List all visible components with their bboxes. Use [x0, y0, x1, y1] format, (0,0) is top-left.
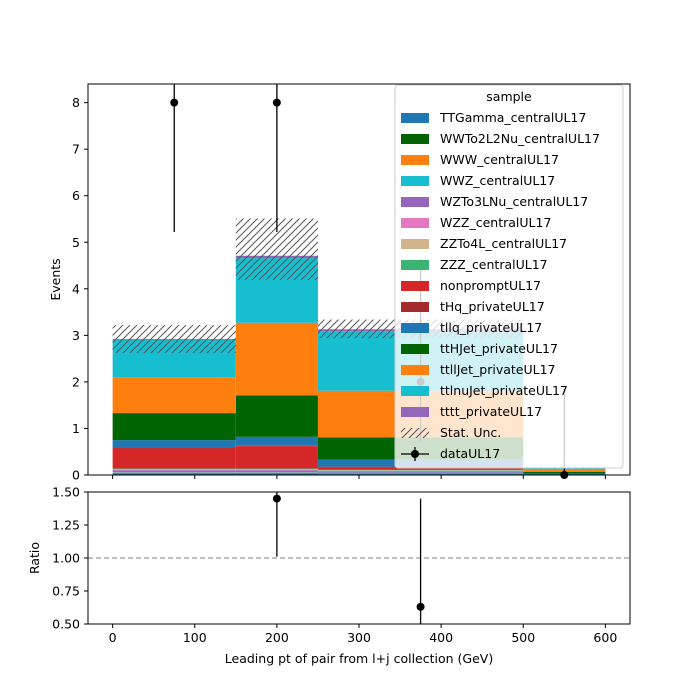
legend-label: WWW_centralUL17	[440, 152, 559, 167]
legend-box	[394, 84, 624, 469]
ratio-point	[272, 494, 281, 503]
legend-swatch-ttlljet-privateul17	[401, 365, 429, 375]
legend-title: sample	[486, 89, 532, 104]
bar-tthjet-privateul17	[235, 395, 318, 437]
legend-swatch-tttt-privateul17	[401, 407, 429, 417]
main-y-tick-label: 5	[72, 235, 80, 250]
legend-label: tllq_privateUL17	[440, 320, 542, 335]
bar-tthjet-privateul17	[112, 413, 236, 441]
legend-swatch-zzto4l-centralul17	[401, 239, 429, 249]
legend-label: WWTo2L2Nu_centralUL17	[440, 131, 600, 146]
legend-label: tttt_privateUL17	[440, 404, 542, 419]
legend-label: WZTo3LNu_centralUL17	[440, 194, 588, 209]
x-tick-label: 100	[183, 630, 207, 645]
legend-swatch-zzz-centralul17	[401, 260, 429, 270]
legend-swatch-wzto3lnu-centralul17	[401, 197, 429, 207]
main-y-tick-label: 2	[72, 374, 80, 389]
data-point	[272, 98, 281, 107]
x-tick-label: 300	[347, 630, 371, 645]
legend-swatch-tllq-privateul17	[401, 323, 429, 333]
legend-swatch-ttgamma-centralul17	[401, 113, 429, 123]
legend-label: Stat. Unc.	[440, 425, 501, 440]
legend-swatch-wzz-centralul17	[401, 218, 429, 228]
bar-ttgamma-centralul17	[235, 473, 318, 475]
ratio-y-tick-label: 0.50	[52, 617, 80, 632]
bar-tllq-privateul17	[112, 440, 236, 449]
legend-label: ttHJet_privateUL17	[440, 341, 558, 356]
x-tick-label: 200	[265, 630, 289, 645]
legend-label: WZZ_centralUL17	[440, 215, 551, 230]
ratio-y-tick-label: 0.75	[52, 584, 80, 599]
legend-label: WWZ_centralUL17	[440, 173, 555, 188]
bar-tllq-privateul17	[235, 436, 318, 446]
ratio-y-axis-label: Ratio	[27, 542, 42, 574]
x-tick-label: 600	[593, 630, 617, 645]
bar-wzz-centralul17	[235, 469, 318, 471]
legend-label: TTGamma_centralUL17	[439, 110, 586, 125]
bar-wzz-centralul17	[112, 469, 236, 471]
main-y-tick-label: 6	[72, 188, 80, 203]
bar-wzto3lnu-centralul17	[317, 471, 524, 473]
legend-label: nonpromptUL17	[440, 278, 541, 293]
main-y-tick-label: 1	[72, 421, 80, 436]
legend-swatch-wwto2l2nu-centralul17	[401, 134, 429, 144]
ratio-y-tick-label: 1.00	[52, 551, 80, 566]
ratio-plot	[88, 492, 630, 624]
main-y-axis-label: Events	[48, 258, 63, 300]
legend-label: ZZTo4L_centralUL17	[440, 236, 567, 251]
legend-label: ttllJet_privateUL17	[440, 362, 556, 377]
legend-label: ZZZ_centralUL17	[440, 257, 548, 272]
legend-swatch-tthjet-privateul17	[401, 344, 429, 354]
ratio-y-tick-label: 1.25	[52, 518, 80, 533]
bar-nonpromptul17	[235, 446, 318, 469]
main-y-tick-label: 3	[72, 328, 80, 343]
ratio-y-tick-label: 1.50	[52, 485, 80, 500]
legend-swatch-nonpromptul17	[401, 281, 429, 291]
legend: sample TTGamma_centralUL17 WWTo2L2Nu_centr…	[394, 84, 624, 469]
legend-swatch-stat-unc	[401, 428, 429, 438]
legend-swatch-www-centralul17	[401, 155, 429, 165]
ratio-point	[416, 602, 425, 611]
bar-nonpromptul17	[112, 448, 236, 469]
axes: 0 100 200 300 400 500 600 0 1 2 3 4 5 6 7 8 0.50 0.75 1.00…	[27, 83, 631, 666]
main-y-tick-label: 7	[72, 142, 80, 157]
legend-label: dataUL17	[440, 446, 500, 461]
x-tick-label: 500	[511, 630, 535, 645]
bar-ttgamma-centralul17	[112, 473, 236, 475]
x-tick-label: 0	[109, 630, 117, 645]
legend-swatch-ttlnujet-privateul17	[401, 386, 429, 396]
legend-swatch-wwz-centralul17	[401, 176, 429, 186]
legend-label: ttlnuJet_privateUL17	[440, 383, 568, 398]
x-axis-label: Leading pt of pair from l+j collection (…	[225, 651, 493, 666]
main-y-tick-label: 4	[72, 281, 80, 296]
legend-swatch-thq-privateul17	[401, 302, 429, 312]
bar-wzto3lnu-centralul17	[112, 470, 236, 473]
main-y-tick-label: 8	[72, 95, 80, 110]
data-point	[170, 98, 179, 107]
stat-unc-band	[112, 325, 236, 354]
legend-data-marker	[411, 450, 419, 458]
main-y-tick-label: 0	[72, 468, 80, 483]
x-tick-label: 400	[429, 630, 453, 645]
legend-label: tHq_privateUL17	[440, 299, 545, 314]
bar-wzto3lnu-centralul17	[235, 470, 318, 473]
bar-ttlljet-privateul17	[112, 377, 236, 414]
bar-ttlljet-privateul17	[235, 322, 318, 396]
